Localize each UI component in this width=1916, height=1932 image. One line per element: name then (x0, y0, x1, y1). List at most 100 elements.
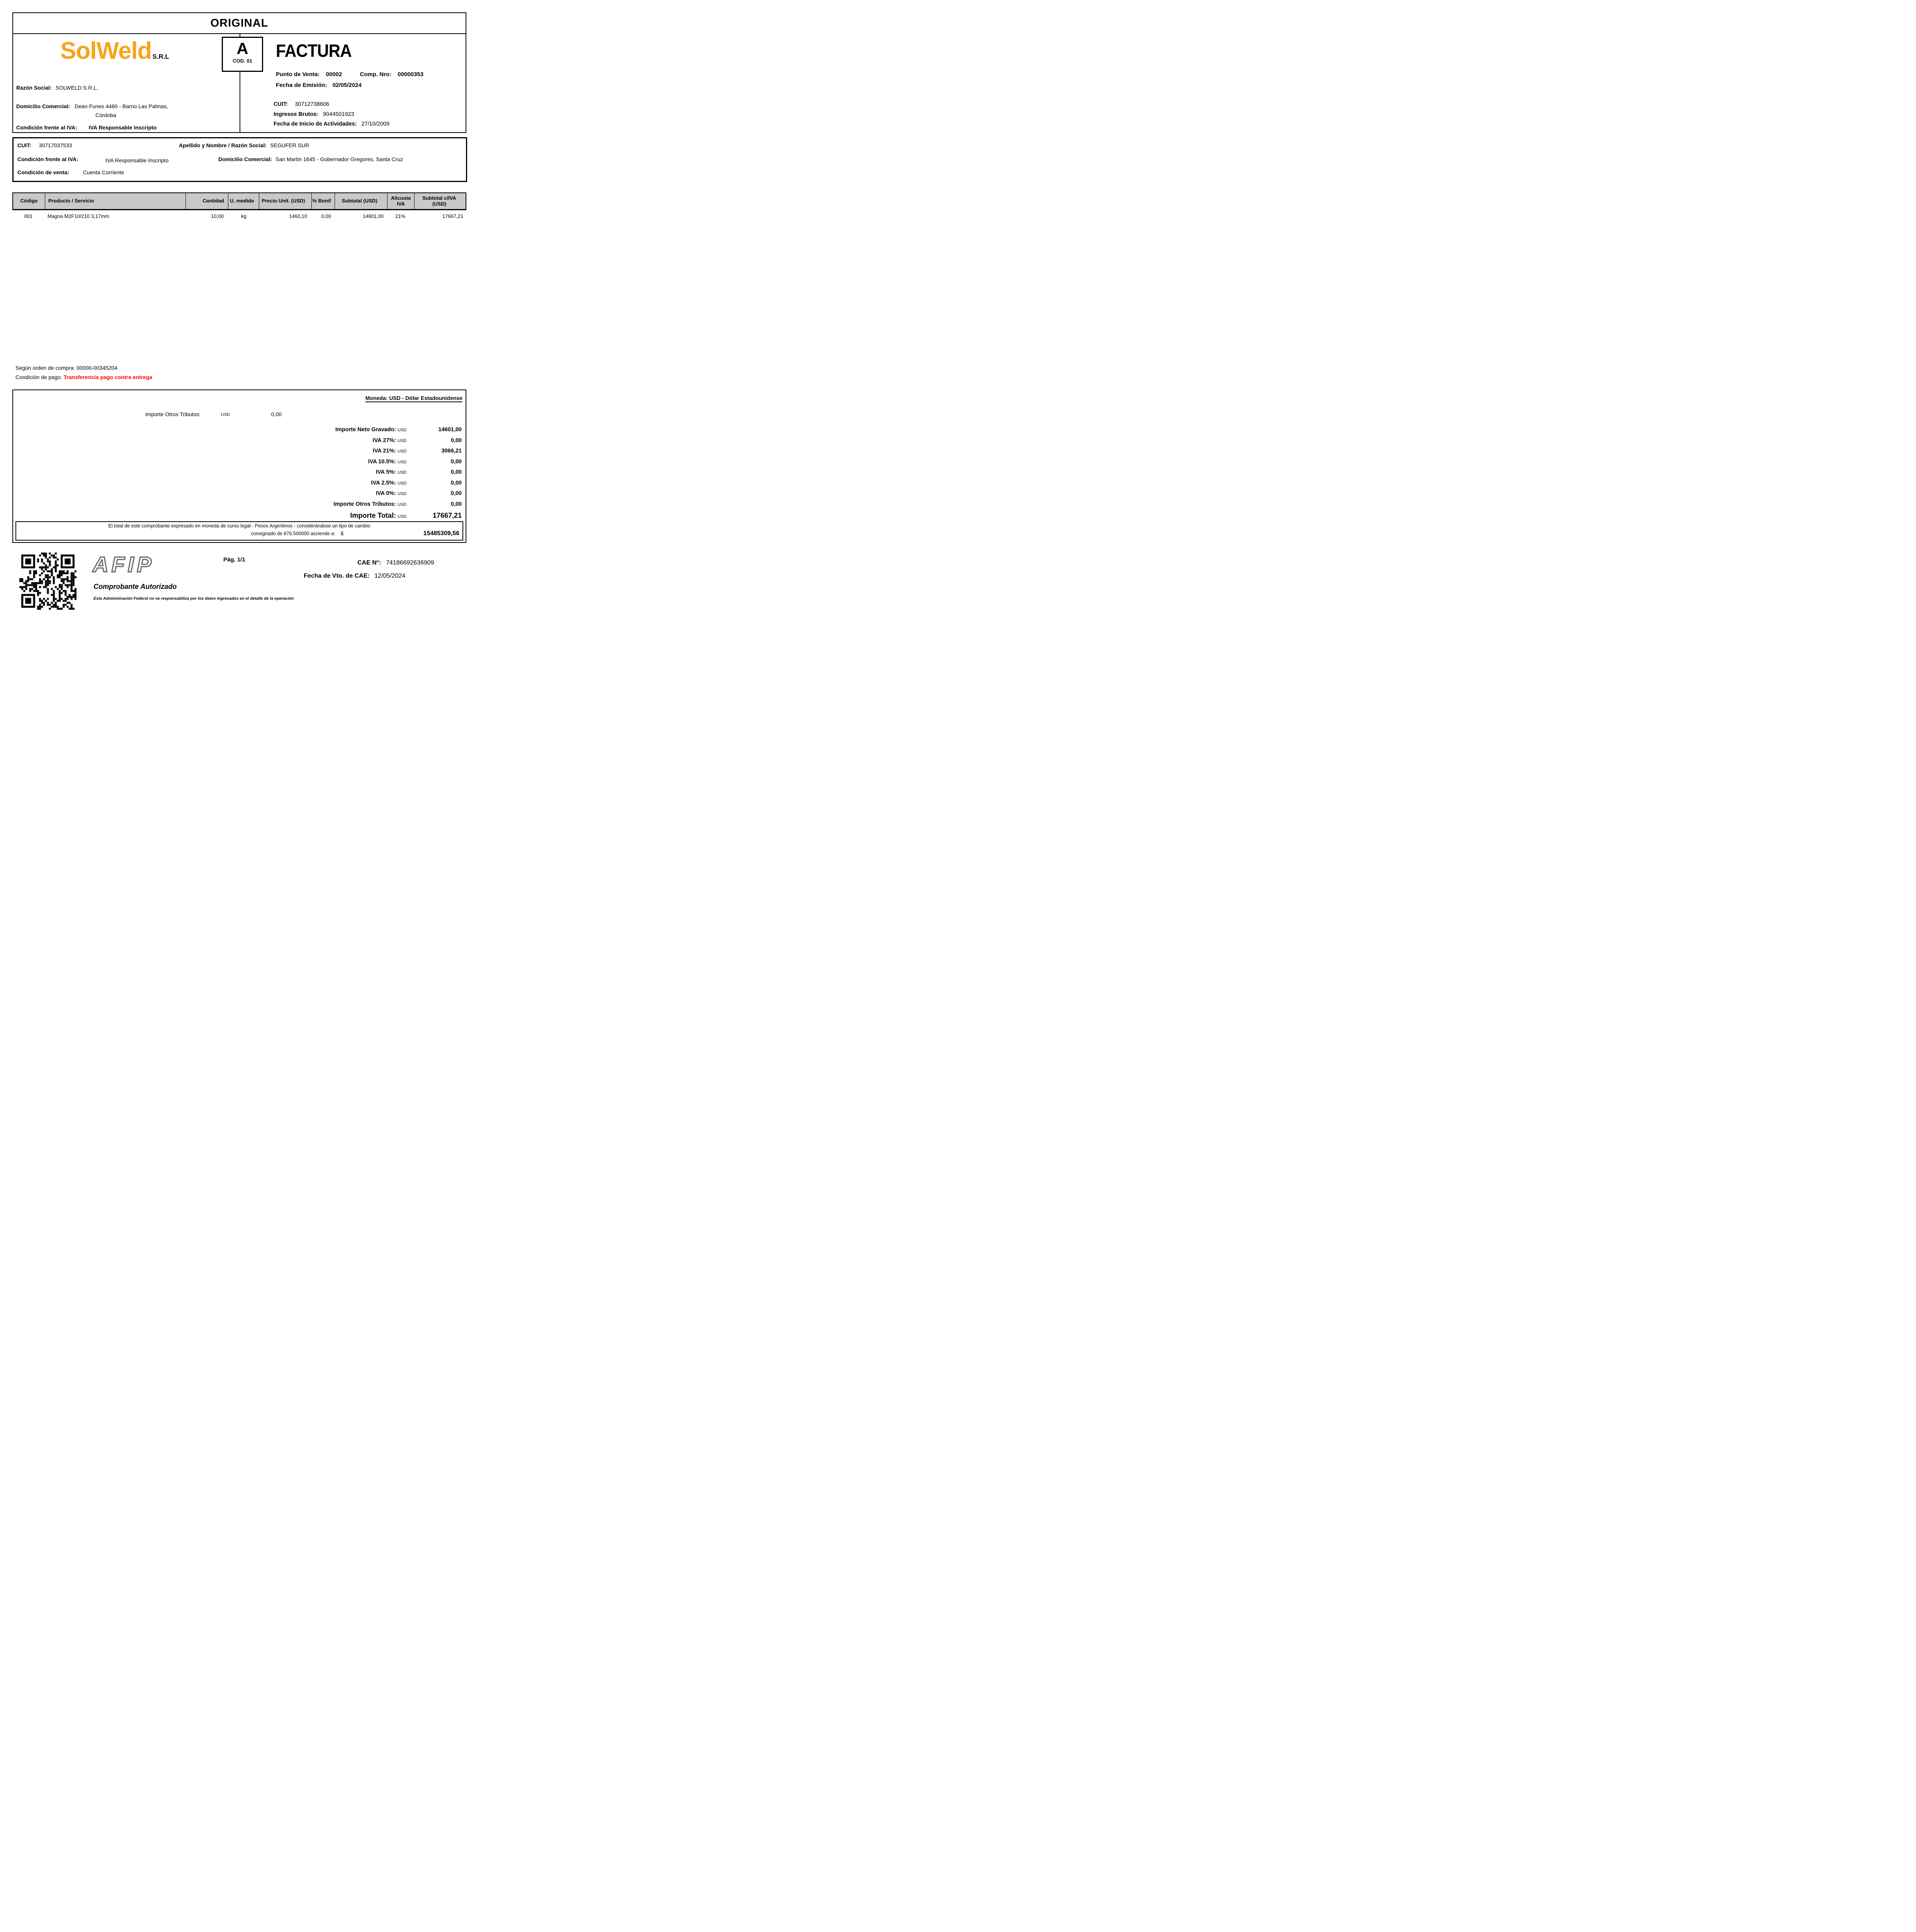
domicilio-label: Domicilio Comercial: (16, 103, 70, 109)
total-label: IVA 2.5%: (371, 480, 396, 486)
legal-currency-symbol: $ (340, 531, 343, 536)
condicion-pago-line: Condición de pago: Transferencia pago co… (15, 374, 152, 380)
afip-logo: AFIP (92, 552, 155, 577)
domicilio-value-2: Córdoba (95, 112, 116, 118)
legal-box: El total de este comprobante expresado e… (15, 521, 463, 541)
total-row-iva0: IVA 0%: USD 0,00 (230, 490, 462, 501)
razon-social-value: SOLWELD S.R.L. (55, 85, 98, 91)
legal-line2-text: consignado de 876.500000 asciende a: (251, 531, 335, 536)
copy-type-banner: ORIGINAL (13, 13, 466, 34)
col-bonif: % Bonif (312, 193, 335, 209)
total-label: IVA 5%: (376, 469, 396, 475)
client-name-value: SEGUFER SUR (270, 142, 309, 148)
invoice-letter-code: COD. 01 (233, 58, 252, 64)
legal-line1: El total de este comprobante expresado e… (108, 523, 371, 529)
cae-label: CAE N°: (357, 560, 381, 566)
table-row: 001 Magna M2F10/210 3,17mm 10,00 kg 1460… (12, 213, 465, 219)
domicilio-line2: Córdoba (95, 112, 116, 118)
totals-box: Moneda: USD - Dólar Estadounidense Impor… (12, 389, 466, 543)
cae-vto-line: Fecha de Vto. de CAE: 12/05/2024 (304, 573, 405, 580)
comp-nro-label: Comp. Nro: (360, 71, 392, 78)
inicio-actividades-label: Fecha de Inicio de Actividades: (274, 121, 357, 127)
total-value: 0,00 (451, 437, 462, 444)
col-codigo: Código (13, 193, 45, 209)
copy-type-label: ORIGINAL (210, 17, 269, 29)
client-domicilio-line: Domicilio Comercial: San Martin 1645 - G… (218, 156, 403, 162)
cuit-value: 30712738606 (295, 101, 329, 107)
total-value: 14601,00 (438, 427, 462, 433)
cae-value: 74186692636909 (386, 560, 434, 566)
client-cuit-line: CUIT: 30717037533 (17, 142, 72, 148)
total-currency: USD (398, 470, 407, 475)
inicio-actividades-value: 27/10/2009 (361, 121, 390, 127)
row-precio-unit: 1460,10 (289, 213, 307, 219)
col-subtotal: Subtotal (USD) (335, 193, 388, 209)
punto-venta-value: 00002 (326, 71, 342, 78)
iibb-label: Ingresos Brutos: (274, 111, 319, 117)
otros-tributos-top-value: 0,00 (271, 411, 282, 417)
fecha-emision-line: Fecha de Emisión: 02/05/2024 (276, 82, 362, 88)
client-cuit-label: CUIT: (17, 142, 31, 148)
afip-disclaimer: Esta Administración Federal no se respon… (94, 596, 294, 601)
col-alicuota: Alicuota IVA (388, 193, 415, 209)
page-indicator: Pág. 1/1 (223, 556, 245, 563)
total-label: IVA 21%: (372, 448, 396, 454)
client-name-line: Apellido y Nombre / Razón Social: SEGUFE… (179, 142, 309, 148)
client-box: CUIT: 30717037533 Apellido y Nombre / Ra… (12, 137, 467, 182)
company-logo: SolWeld S.R.L (60, 37, 169, 65)
cae-line: CAE N°: 74186692636909 (357, 560, 434, 566)
total-row-iva105: IVA 10.5%: USD 0,00 (230, 459, 462, 469)
header-box: ORIGINAL SolWeld S.R.L Razón Social: SOLW… (12, 12, 466, 133)
iibb-line: Ingresos Brutos: 9044501923 (274, 111, 354, 117)
col-producto: Producto / Servicio (45, 193, 186, 209)
total-currency: USD (398, 449, 407, 454)
orden-compra-line: Según orden de compra: 00000-00345204 (15, 365, 117, 371)
client-condicion-iva-label: Condición frente al IVA: (17, 156, 78, 162)
total-label: Importe Neto Gravado: (335, 427, 396, 433)
legal-amount: 15485309,56 (423, 530, 459, 537)
row-subtotal-iva: 17667,21 (442, 213, 463, 219)
razon-social-label: Razón Social: (16, 85, 52, 91)
client-condicion-venta-line: Condición de venta: Cuenta Corriente (17, 169, 124, 175)
client-domicilio-value: San Martin 1645 - Gobernador Gregores, S… (275, 156, 403, 162)
condicion-iva-label: Condición frente al IVA: (16, 124, 77, 131)
row-producto: Magna M2F10/210 3,17mm (48, 213, 109, 219)
total-currency: USD (398, 492, 407, 496)
invoice-letter-box: A COD. 01 (222, 37, 263, 72)
total-currency: USD (398, 459, 407, 464)
invoice-page: ORIGINAL SolWeld S.R.L Razón Social: SOLW… (0, 0, 479, 678)
punto-venta-line: Punto de Venta: 00002 Comp. Nro: 0000035… (276, 71, 423, 78)
total-label: IVA 27%: (372, 437, 396, 444)
total-currency: USD (398, 438, 407, 443)
total-row-neto: Importe Neto Gravado: USD 14601,00 (230, 427, 462, 437)
total-value: 17667,21 (432, 512, 462, 519)
client-condicion-venta-value: Cuenta Corriente (83, 169, 124, 175)
condicion-iva-line: Condición frente al IVA: IVA Responsable… (16, 124, 156, 131)
row-umedida: kg (241, 213, 247, 219)
total-label: Importe Total: (350, 512, 396, 519)
row-alicuota: 21% (395, 213, 406, 219)
total-currency: USD (398, 502, 407, 507)
moneda-label: Moneda: USD - Dólar Estadounidense (365, 395, 462, 402)
col-precio-unit: Precio Unit. (USD) (259, 193, 312, 209)
total-label: IVA 0%: (376, 490, 396, 497)
total-value: 3066,21 (441, 448, 462, 454)
client-cuit-value: 30717037533 (39, 142, 72, 148)
total-value: 0,00 (451, 458, 462, 465)
total-row-iva27: IVA 27%: USD 0,00 (230, 437, 462, 448)
row-cantidad: 10,00 (211, 213, 224, 219)
doc-type-title: FACTURA (276, 41, 352, 61)
items-table-header: Código Producto / Servicio Cantidad U. m… (12, 192, 466, 210)
cuit-label: CUIT: (274, 101, 288, 107)
row-bonif: 0,00 (321, 213, 331, 219)
cuit-line: CUIT: 30712738606 (274, 101, 329, 107)
total-row-importe-total: Importe Total: USD 17667,21 (230, 512, 462, 524)
qr-code (19, 553, 77, 610)
client-condicion-iva-line: Condición frente al IVA: (17, 156, 78, 162)
fecha-emision-value: 02/05/2024 (332, 82, 362, 88)
condicion-pago-value: Transferencia pago contra entrega (63, 374, 153, 380)
domicilio-line: Domicilio Comercial: Dean Funes 4480 - B… (16, 103, 168, 109)
row-codigo: 001 (24, 213, 33, 219)
totals-rows: Importe Neto Gravado: USD 14601,00 IVA 2… (230, 427, 462, 524)
client-condicion-iva-value-wrap: IVA Responsable Inscripto (105, 157, 168, 163)
